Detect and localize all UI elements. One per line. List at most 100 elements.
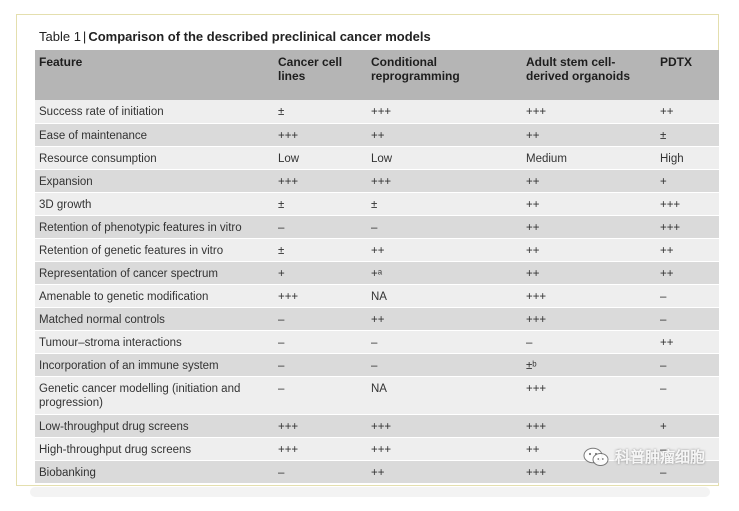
cell-cancer-cell-lines: – — [274, 214, 367, 238]
cell-adult-stem-cell-organoids: ++ — [522, 237, 656, 261]
cell-feature: Expansion — [35, 168, 274, 192]
cell-adult-stem-cell-organoids: +++ — [522, 459, 656, 483]
cell-cancer-cell-lines: + — [274, 260, 367, 284]
header-pdtx: PDTX — [656, 50, 719, 100]
cell-adult-stem-cell-organoids: +++ — [522, 413, 656, 437]
cell-pdtx: – — [656, 375, 719, 414]
table-row: Amenable to genetic modification +++ NA +++… — [35, 283, 719, 307]
cell-adult-stem-cell-organoids: ++ — [522, 168, 656, 192]
cell-conditional-reprogramming: +ᵃ — [367, 260, 522, 284]
cell-feature: Incorporation of an immune system — [35, 352, 274, 376]
cell-feature: Amenable to genetic modification — [35, 283, 274, 307]
watermark: 科普肿瘤细胞 — [583, 446, 705, 467]
cell-feature: Genetic cancer modelling (initiation and… — [35, 375, 274, 414]
table-body: Success rate of initiation ± +++ +++ ++ Ease … — [35, 100, 719, 483]
table-row: Tumour–stroma interactions – – – ++ — [35, 329, 719, 353]
cell-cancer-cell-lines: – — [274, 329, 367, 353]
cell-conditional-reprogramming: NA — [367, 375, 522, 414]
cell-conditional-reprogramming: – — [367, 214, 522, 238]
cell-pdtx: High — [656, 145, 719, 169]
cell-adult-stem-cell-organoids: +++ — [522, 283, 656, 307]
cell-feature: Retention of genetic features in vitro — [35, 237, 274, 261]
cell-pdtx: ++ — [656, 100, 719, 123]
cell-cancer-cell-lines: – — [274, 459, 367, 483]
cell-feature: High-throughput drug screens — [35, 436, 274, 460]
table-row: High-throughput drug screens +++ +++ ++ – — [35, 436, 719, 460]
cell-feature: Tumour–stroma interactions — [35, 329, 274, 353]
table-figure-frame: Table 1 | Comparison of the described prec… — [16, 14, 719, 486]
header-feature: Feature — [35, 50, 274, 100]
cell-cancer-cell-lines: +++ — [274, 436, 367, 460]
cell-pdtx: +++ — [656, 191, 719, 215]
table-row: Success rate of initiation ± +++ +++ ++ — [35, 100, 719, 123]
table-row: Ease of maintenance +++ ++ ++ ± — [35, 122, 719, 146]
table-row: Resource consumption Low Low Medium High — [35, 145, 719, 169]
cell-conditional-reprogramming: ++ — [367, 237, 522, 261]
cell-conditional-reprogramming: NA — [367, 283, 522, 307]
cell-pdtx: ++ — [656, 260, 719, 284]
cell-conditional-reprogramming: +++ — [367, 168, 522, 192]
cell-adult-stem-cell-organoids: ++ — [522, 191, 656, 215]
caption-separator: | — [82, 29, 87, 44]
cell-conditional-reprogramming: Low — [367, 145, 522, 169]
table-row: Expansion +++ +++ ++ + — [35, 168, 719, 192]
cell-adult-stem-cell-organoids: +++ — [522, 306, 656, 330]
cell-feature: Representation of cancer spectrum — [35, 260, 274, 284]
table-row: Matched normal controls – ++ +++ – — [35, 306, 719, 330]
table-row: Representation of cancer spectrum + +ᵃ ++ ++ — [35, 260, 719, 284]
table-row: Incorporation of an immune system – – ±ᵇ – — [35, 352, 719, 376]
cell-pdtx: + — [656, 168, 719, 192]
cell-pdtx: ++ — [656, 329, 719, 353]
cell-conditional-reprogramming: ++ — [367, 306, 522, 330]
cell-feature: Resource consumption — [35, 145, 274, 169]
cell-adult-stem-cell-organoids: ++ — [522, 214, 656, 238]
cell-cancer-cell-lines: +++ — [274, 122, 367, 146]
cell-feature: Matched normal controls — [35, 306, 274, 330]
comparison-table: Feature Cancer cell lines Conditional re… — [35, 50, 719, 483]
cell-adult-stem-cell-organoids: – — [522, 329, 656, 353]
cell-adult-stem-cell-organoids: ++ — [522, 122, 656, 146]
comparison-table-wrapper: Feature Cancer cell lines Conditional re… — [35, 50, 719, 483]
cell-pdtx: – — [656, 352, 719, 376]
cell-conditional-reprogramming: +++ — [367, 100, 522, 123]
cell-feature: Low-throughput drug screens — [35, 413, 274, 437]
cell-feature: 3D growth — [35, 191, 274, 215]
table-row: 3D growth ± ± ++ +++ — [35, 191, 719, 215]
cell-conditional-reprogramming: ± — [367, 191, 522, 215]
cell-adult-stem-cell-organoids: ±ᵇ — [522, 352, 656, 376]
cell-cancer-cell-lines: ± — [274, 237, 367, 261]
cell-adult-stem-cell-organoids: +++ — [522, 375, 656, 414]
cell-pdtx: – — [656, 459, 719, 483]
table-row: Biobanking – ++ +++ – — [35, 459, 719, 483]
cell-cancer-cell-lines: – — [274, 352, 367, 376]
header-cancer-cell-lines: Cancer cell lines — [274, 50, 367, 100]
cell-conditional-reprogramming: – — [367, 352, 522, 376]
cell-feature: Retention of phenotypic features in vitr… — [35, 214, 274, 238]
figure-shadow — [30, 487, 710, 497]
cell-feature: Success rate of initiation — [35, 100, 274, 123]
cell-cancer-cell-lines: +++ — [274, 283, 367, 307]
cell-conditional-reprogramming: +++ — [367, 436, 522, 460]
table-number: Table 1 — [39, 29, 81, 44]
wechat-icon — [583, 447, 609, 466]
cell-adult-stem-cell-organoids: +++ — [522, 100, 656, 123]
cell-cancer-cell-lines: +++ — [274, 168, 367, 192]
cell-pdtx: ++ — [656, 237, 719, 261]
cell-cancer-cell-lines: – — [274, 306, 367, 330]
table-row: Retention of phenotypic features in vitr… — [35, 214, 719, 238]
cell-conditional-reprogramming: ++ — [367, 122, 522, 146]
cell-feature: Biobanking — [35, 459, 274, 483]
cell-cancer-cell-lines: Low — [274, 145, 367, 169]
header-adult-stem-cell-organoids: Adult stem cell-derived organoids — [522, 50, 656, 100]
cell-pdtx: – — [656, 436, 719, 460]
cell-conditional-reprogramming: – — [367, 329, 522, 353]
cell-pdtx: + — [656, 413, 719, 437]
watermark-text: 科普肿瘤细胞 — [615, 449, 706, 466]
cell-pdtx: – — [656, 306, 719, 330]
cell-pdtx: ± — [656, 122, 719, 146]
table-row: Genetic cancer modelling (initiation and… — [35, 375, 719, 414]
cell-adult-stem-cell-organoids: ++ — [522, 260, 656, 284]
cell-cancer-cell-lines: +++ — [274, 413, 367, 437]
header-conditional-reprogramming: Conditional reprogramming — [367, 50, 522, 100]
cell-cancer-cell-lines: ± — [274, 100, 367, 123]
